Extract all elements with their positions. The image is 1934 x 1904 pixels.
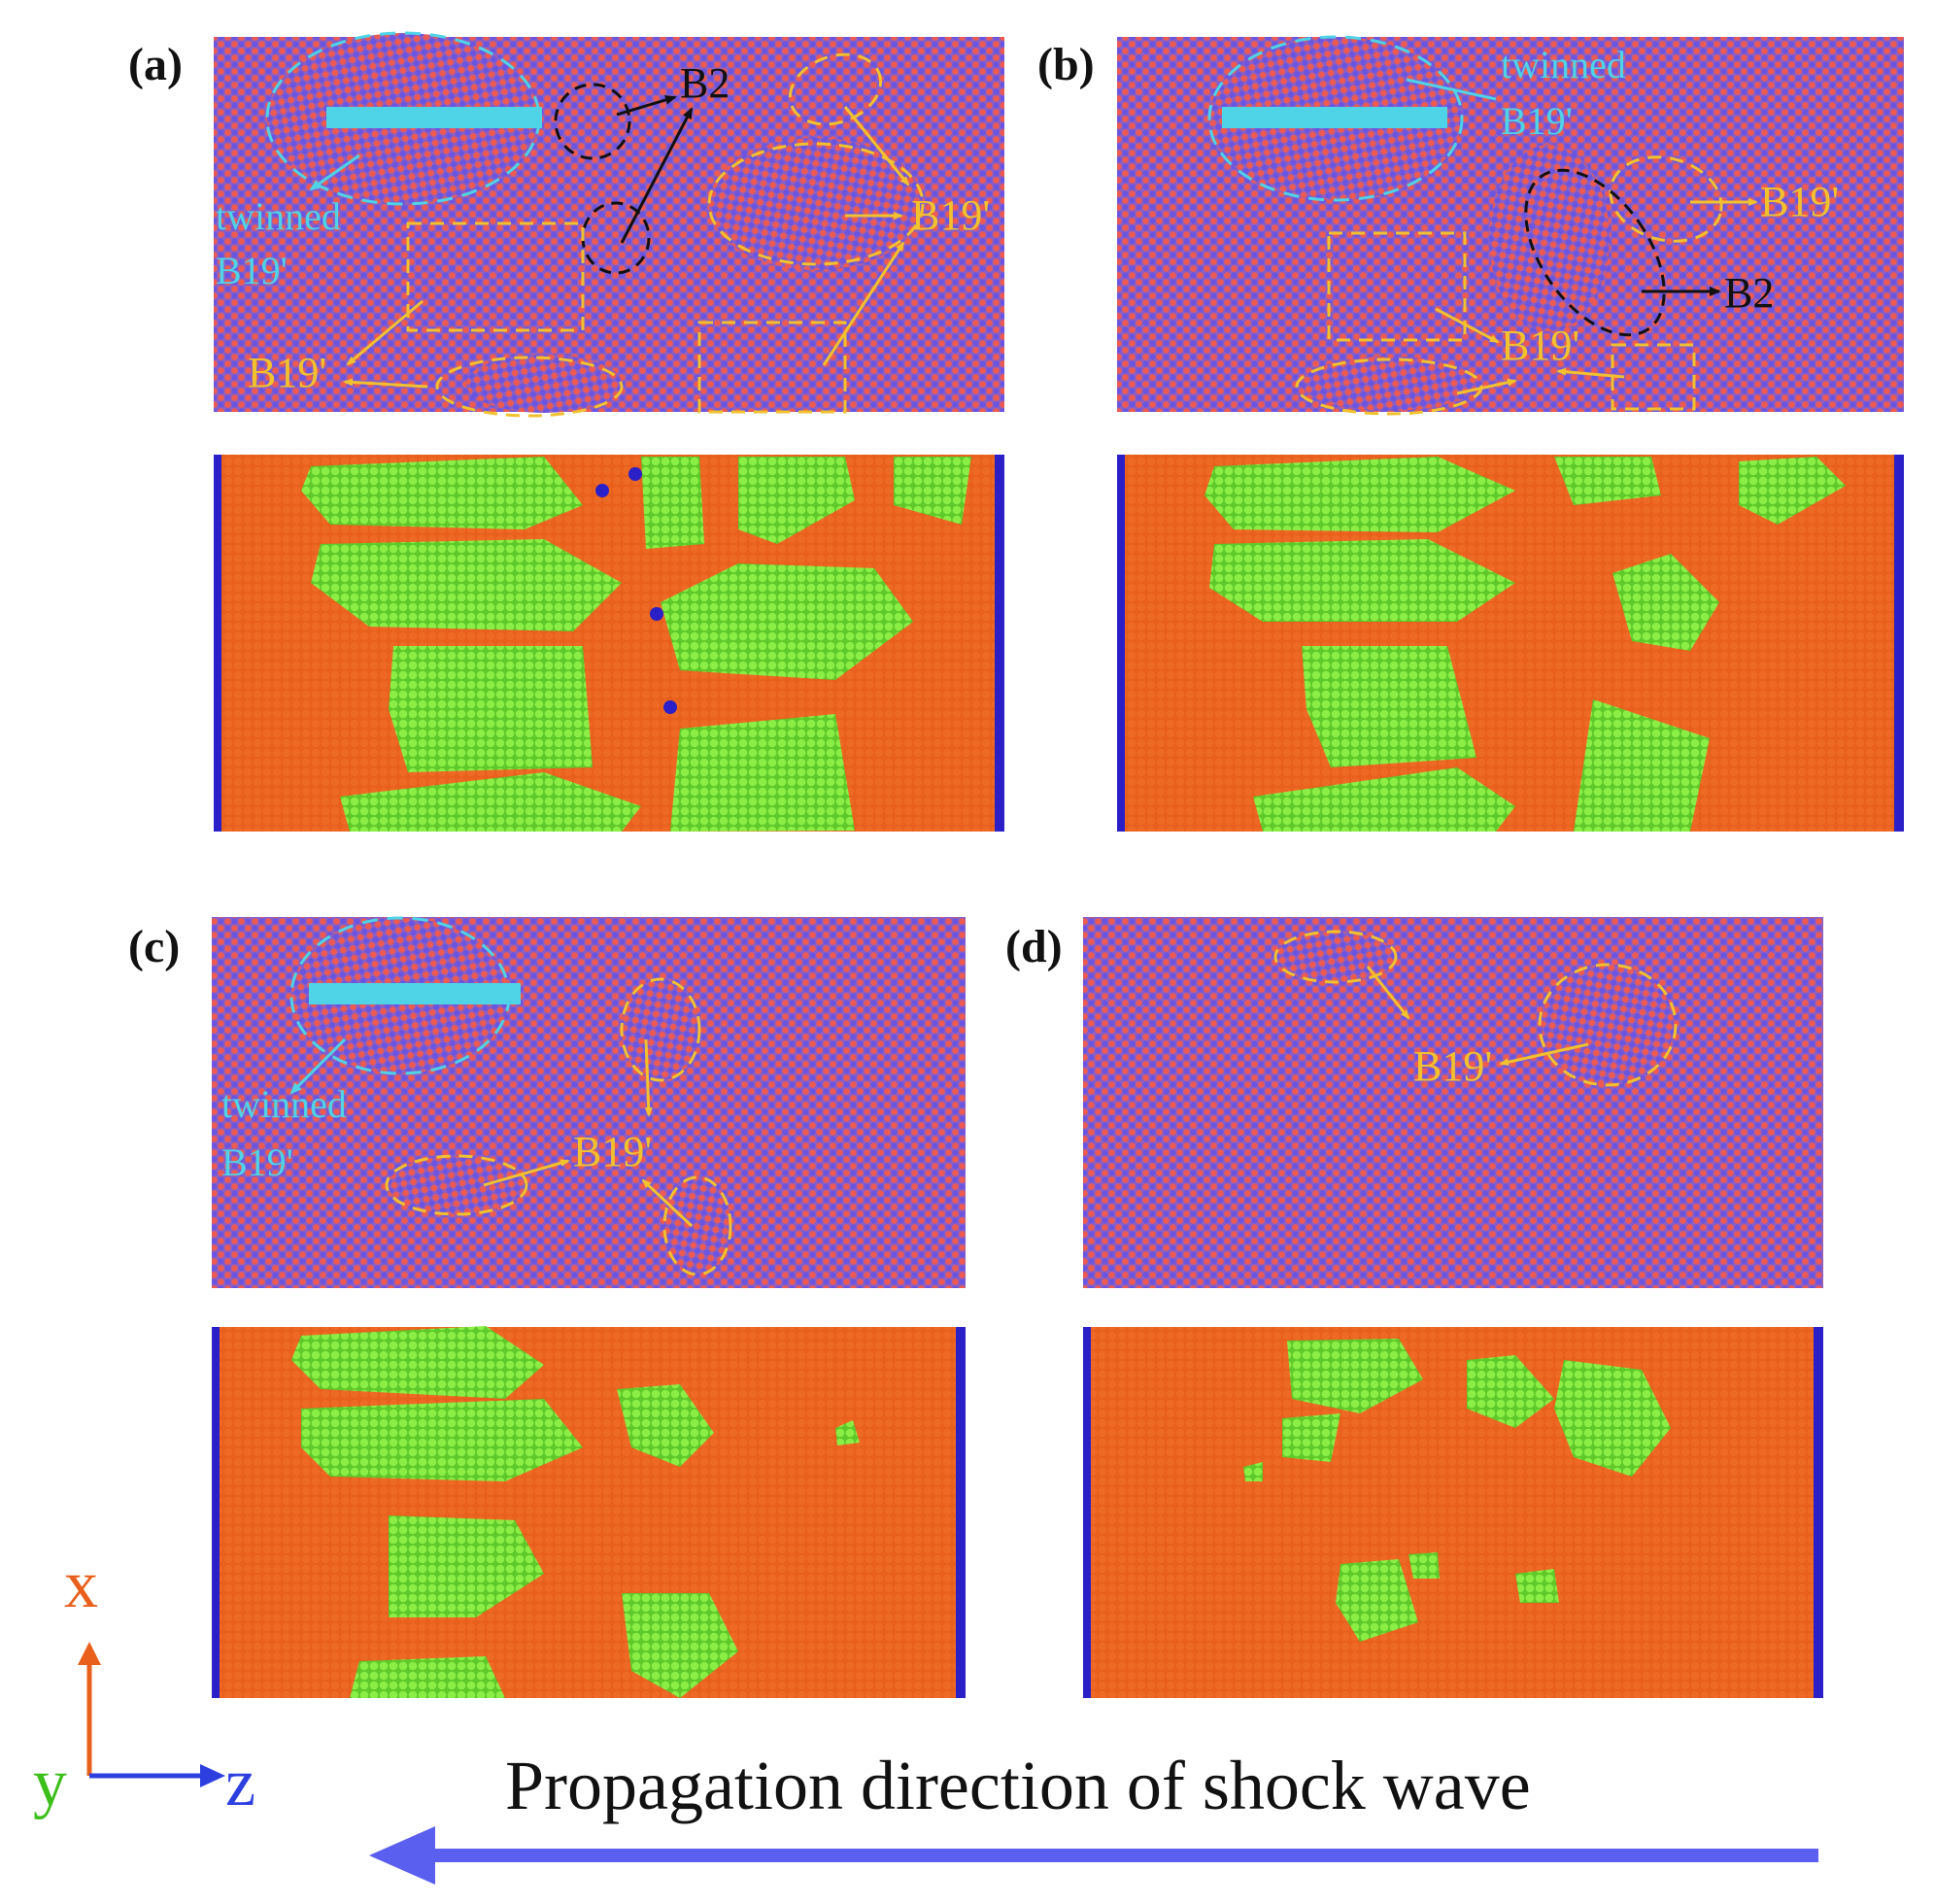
panel-c: (c) twinned B19' B19' (128, 916, 966, 1698)
annotation-twinned-b19: B19' (1501, 99, 1573, 143)
annotation-b19: B19' (248, 349, 326, 396)
b19-region-outline (406, 221, 585, 332)
shock-direction: Propagation direction of shock wave (369, 1747, 1818, 1885)
panel-label-a: (a) (128, 39, 183, 90)
shock-caption: Propagation direction of shock wave (505, 1747, 1531, 1824)
b19-region-outline (385, 1154, 528, 1216)
b19-region-outline (1295, 357, 1483, 416)
b2-region-outline (1524, 168, 1666, 337)
annotation-b19: B19' (1760, 178, 1839, 225)
structure-map-a (214, 455, 1004, 832)
b19-region-outline (662, 1175, 732, 1276)
b19-region-outline (1273, 930, 1398, 984)
annotation-b2: B2 (1724, 269, 1774, 317)
annotation-twinned-b19: B19' (221, 1140, 293, 1184)
atomistic-view-a: B2 B19' B19' twinned B19' (214, 31, 1004, 418)
twin-boundary-bar (326, 107, 542, 128)
axis-label-z: z (225, 1746, 255, 1820)
annotation-b19: B19' (911, 191, 990, 239)
annotation-twinned: twinned (216, 194, 341, 238)
annotation-b19: B19' (1413, 1042, 1492, 1090)
annotation-twinned: twinned (1501, 43, 1626, 86)
panel-d: (d) B19' (1005, 917, 1823, 1698)
annotation-b2: B2 (680, 59, 729, 107)
annotation-twinned-b19: B19' (216, 249, 288, 292)
b19-region-outline (435, 356, 624, 418)
b19-region-outline (707, 142, 925, 266)
twin-boundary-bar (309, 983, 521, 1004)
axis-label-y: y (33, 1746, 67, 1820)
panel-b: (b) twinned B19' B19' B2 B19' (1037, 35, 1904, 832)
axis-label-x: x (64, 1547, 98, 1622)
panel-label-d: (d) (1005, 921, 1063, 972)
b2-region-outline (554, 83, 631, 160)
twinned-region-outline (289, 916, 511, 1075)
structure-map-c (212, 1326, 966, 1698)
panel-a: (a) B2 B19' B19' twin (128, 31, 1004, 832)
twinned-region-outline (1207, 35, 1464, 202)
panel-label-b: (b) (1037, 39, 1095, 90)
twinned-region-outline (265, 31, 541, 206)
annotation-b19: B19' (573, 1128, 652, 1175)
b19-region-outline (620, 977, 701, 1082)
b19-region-outline (788, 52, 883, 126)
atomistic-view-b: twinned B19' B19' B2 B19' (1117, 35, 1904, 416)
atomistic-view-c: twinned B19' B19' (212, 916, 966, 1288)
annotation-b19: B19' (1501, 322, 1579, 369)
annotation-twinned: twinned (221, 1082, 347, 1126)
coordinate-axes: x y z (33, 1547, 255, 1820)
b19-region-outline (1327, 231, 1467, 342)
panel-label-c: (c) (128, 921, 180, 972)
b19-region-outline (697, 321, 847, 414)
structure-map-d (1083, 1327, 1823, 1698)
b19-region-outline (1538, 963, 1678, 1087)
twin-boundary-bar (1222, 107, 1447, 128)
atomistic-view-d: B19' (1083, 917, 1823, 1288)
structure-map-b (1117, 455, 1904, 832)
b19-region-outline (1609, 155, 1723, 243)
